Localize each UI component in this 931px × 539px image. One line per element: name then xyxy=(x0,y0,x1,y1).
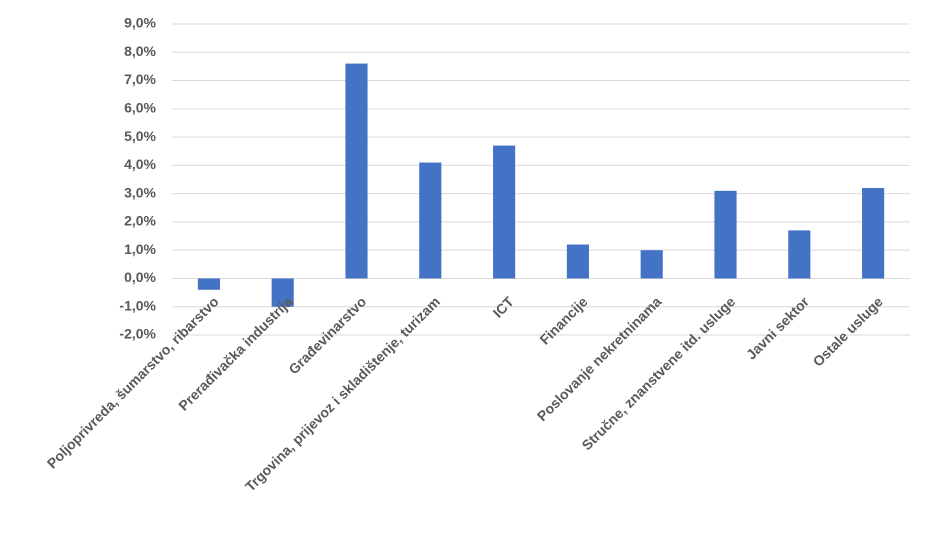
bar xyxy=(862,187,885,279)
y-tick-label: 7,0% xyxy=(124,71,156,87)
y-tick-label: -2,0% xyxy=(119,326,156,342)
bar xyxy=(566,244,589,279)
bar xyxy=(788,230,811,279)
x-tick-label: Stručne, znanstvene itd. usluge xyxy=(578,293,738,453)
y-tick-label: 1,0% xyxy=(124,241,156,257)
bar xyxy=(345,63,368,279)
bar xyxy=(271,278,294,307)
x-tick-label: Ostale usluge xyxy=(810,293,886,369)
y-tick-label: 0,0% xyxy=(124,269,156,285)
y-tick-label: 9,0% xyxy=(124,15,156,31)
x-tick-label: Financije xyxy=(536,293,590,347)
x-tick-label: ICT xyxy=(490,293,518,321)
bar xyxy=(640,250,663,279)
x-tick-label: Javni sektor xyxy=(743,293,812,362)
y-tick-label: 3,0% xyxy=(124,184,156,200)
y-tick-label: -1,0% xyxy=(119,297,156,313)
y-tick-label: 8,0% xyxy=(124,43,156,59)
bar xyxy=(419,162,442,279)
bar xyxy=(714,190,737,279)
bar xyxy=(197,278,220,290)
y-tick-label: 5,0% xyxy=(124,128,156,144)
y-tick-label: 6,0% xyxy=(124,100,156,116)
y-tick-label: 2,0% xyxy=(124,213,156,229)
y-tick-label: 4,0% xyxy=(124,156,156,172)
bar xyxy=(493,145,516,279)
x-tick-label: Poslovanje nekretninama xyxy=(534,293,665,424)
